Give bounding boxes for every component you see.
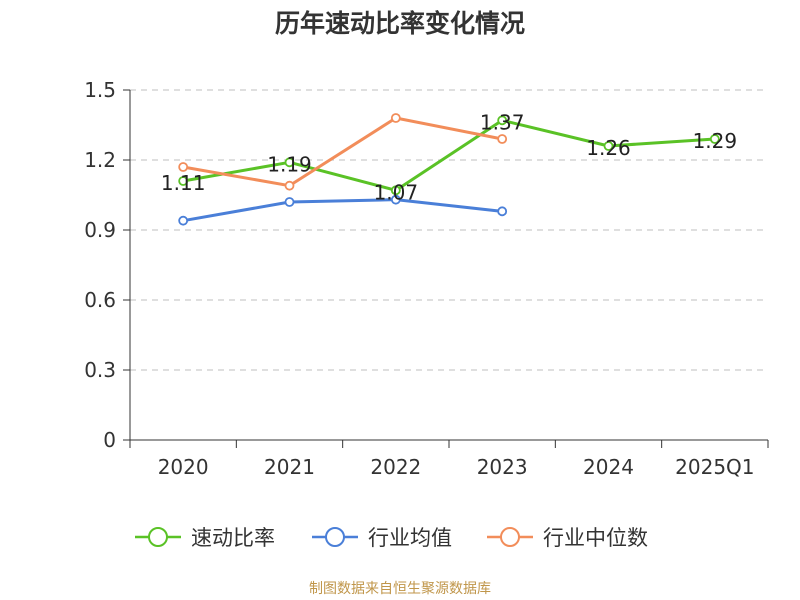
x-tick-label: 2022 (370, 455, 421, 479)
data-point (390, 185, 401, 196)
legend-marker (500, 527, 520, 547)
data-point (497, 206, 508, 217)
source-note: 制图数据来自恒生聚源数据库 (309, 581, 491, 597)
data-point (178, 162, 189, 172)
x-tick-label: 2024 (583, 455, 634, 479)
data-point (709, 134, 720, 144)
data-point (284, 157, 295, 168)
x-tick-label: 2020 (158, 455, 209, 479)
data-labels: 1.11 1.19 1.07 1.37 1.26 1.29 (161, 110, 737, 204)
legend-label: 速动比率 (191, 526, 275, 550)
data-label: 1.29 (693, 129, 738, 153)
grid-lines (130, 89, 768, 371)
data-point (497, 115, 508, 126)
data-point (390, 194, 401, 205)
data-point (284, 197, 295, 207)
series-line (182, 198, 503, 223)
y-tick-label: 0 (103, 428, 116, 452)
series-line (182, 116, 503, 188)
axes: 0 0.3 0.6 0.9 1.2 1.5 2020 2021 2022 2023 2024 2025… (84, 78, 769, 479)
data-point (390, 113, 401, 123)
legend: 速动比率 行业均值 行业中位数 (135, 526, 648, 550)
chart-title: 历年速动比率变化情况 (274, 9, 525, 38)
x-tick-label: 2025Q1 (675, 455, 754, 479)
y-tick-label: 0.9 (84, 218, 116, 242)
data-label: 1.11 (161, 171, 206, 195)
data-label: 1.26 (586, 136, 631, 160)
legend-label: 行业均值 (368, 526, 452, 550)
data-point (178, 176, 189, 186)
legend-marker (148, 527, 168, 547)
y-tick-label: 0.6 (84, 288, 116, 312)
series-layer (178, 113, 720, 226)
data-point (497, 134, 508, 144)
data-point (603, 141, 614, 151)
x-tick-label: 2021 (264, 455, 315, 479)
y-tick-label: 1.2 (84, 148, 116, 172)
data-label: 1.07 (374, 180, 419, 204)
data-point (284, 180, 295, 191)
legend-marker (325, 527, 345, 547)
data-point (178, 215, 189, 226)
x-tick-label: 2023 (477, 455, 528, 479)
data-label: 1.19 (267, 152, 312, 176)
legend-label: 行业中位数 (543, 526, 648, 550)
data-label: 1.37 (480, 110, 525, 134)
series-line (182, 118, 715, 192)
y-tick-label: 0.3 (84, 358, 116, 382)
y-tick-label: 1.5 (84, 78, 116, 102)
